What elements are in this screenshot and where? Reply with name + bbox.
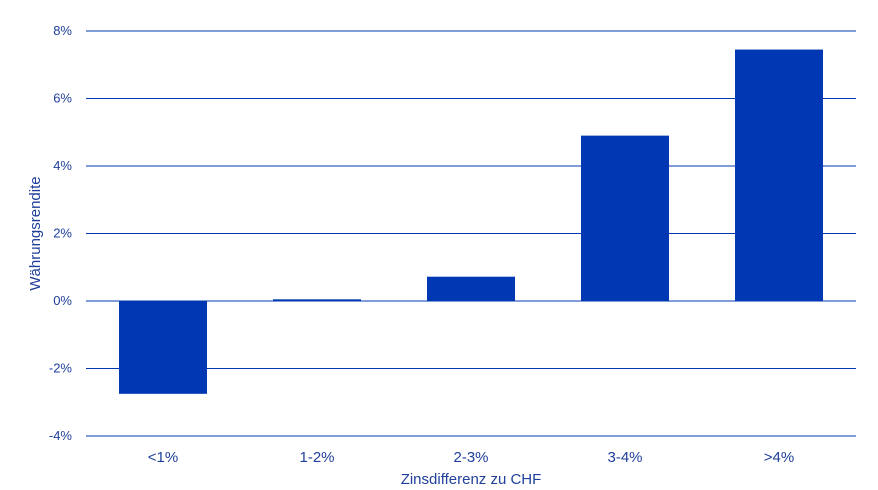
x-tick-label: 1-2% (299, 449, 334, 466)
y-tick-labels: 8% 6% 4% 2% 0% -2% -4% (49, 23, 73, 443)
x-tick-label: <1% (148, 449, 178, 466)
x-tick-label: 3-4% (607, 449, 642, 466)
y-tick-label: 4% (53, 158, 72, 173)
y-tick-label: 6% (53, 91, 72, 106)
bar (581, 135, 669, 301)
x-axis-title: Zinsdifferenz zu CHF (401, 471, 542, 488)
bar (735, 49, 823, 301)
y-axis-title: Währungsrendite (27, 176, 44, 290)
y-tick-label: -4% (49, 428, 73, 443)
bars (119, 49, 823, 394)
y-tick-label: -2% (49, 361, 73, 376)
bar (119, 301, 207, 394)
y-tick-label: 8% (53, 23, 72, 38)
bar (273, 299, 361, 301)
bar (427, 276, 515, 301)
y-tick-label: 0% (53, 293, 72, 308)
y-tick-label: 2% (53, 226, 72, 241)
x-tick-label: 2-3% (453, 449, 488, 466)
x-tick-label: >4% (764, 449, 794, 466)
x-tick-labels: <1% 1-2% 2-3% 3-4% >4% (148, 449, 794, 466)
